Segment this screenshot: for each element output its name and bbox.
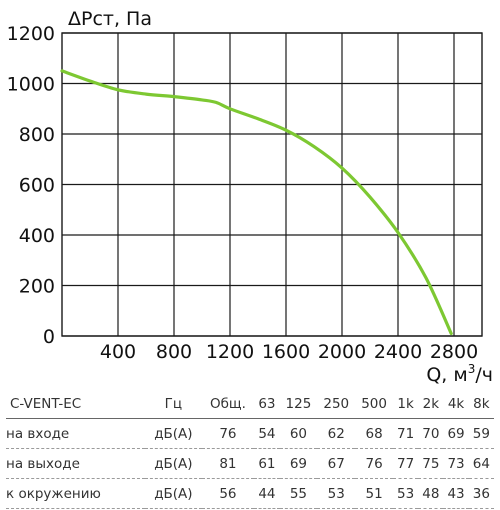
- row-unit: дБ(А): [154, 485, 193, 502]
- cell-4k: 73: [447, 455, 465, 472]
- cell-8k: 64: [472, 455, 490, 472]
- y-tick-label: 1200: [7, 23, 55, 45]
- y-tick-label: 400: [19, 225, 55, 247]
- cell-8k: 36: [472, 485, 490, 502]
- cell-63: 54: [258, 425, 276, 442]
- row-unit: дБ(А): [154, 455, 193, 472]
- cell-500: 68: [365, 425, 383, 442]
- header-band-8k: 8k: [473, 395, 490, 412]
- header-band-2k: 2k: [422, 395, 440, 412]
- cell-total: 56: [219, 485, 237, 502]
- x-tick-label: 400: [100, 341, 136, 363]
- cell-63: 44: [258, 485, 276, 502]
- chart-tick-labels: 400 800 1200 1600 2000 2400 2800 0 200 400 600 800 1…: [7, 23, 479, 363]
- y-tick-label: 1000: [7, 74, 55, 96]
- header-total: Общ.: [209, 395, 246, 412]
- table-row: на входе дБ(А) 76 54 60 62 68 71 70 69 5…: [6, 419, 494, 449]
- cell-1k: 71: [397, 425, 415, 442]
- header-band-250: 250: [323, 395, 350, 412]
- chart-grid: [61, 32, 483, 337]
- y-tick-label: 200: [19, 276, 55, 298]
- header-band-4k: 4k: [447, 395, 465, 412]
- header-band-1k: 1k: [397, 395, 414, 412]
- y-tick-label: 600: [19, 175, 55, 197]
- table-row: к окружению дБ(А) 56 44 55 53 51 53 48 4…: [6, 479, 494, 509]
- row-label: на входе: [6, 425, 70, 442]
- y-axis-title: ΔPст, Па: [68, 8, 152, 30]
- x-tick-label: 2400: [374, 341, 422, 363]
- cell-500: 51: [365, 485, 383, 502]
- header-unit: Гц: [164, 395, 183, 412]
- x-axis-title: Q, м3/ч: [426, 362, 493, 386]
- cell-250: 62: [327, 425, 345, 442]
- x-tick-label: 800: [156, 341, 192, 363]
- cell-4k: 43: [447, 485, 465, 502]
- cell-125: 55: [289, 485, 308, 502]
- header-band-500: 500: [361, 395, 387, 412]
- row-label: на выходе: [6, 455, 80, 472]
- fan-curve-line: [60, 69, 453, 336]
- row-label: к окружению: [6, 485, 101, 502]
- cell-500: 76: [365, 455, 383, 472]
- cell-125: 60: [289, 425, 308, 442]
- cell-2k: 70: [422, 425, 440, 442]
- table-header-row: C-VENT-EC Гц Общ. 63 125 250 500 1k 2k 4…: [6, 389, 494, 419]
- y-tick-label: 0: [43, 326, 55, 348]
- header-model: C-VENT-EC: [10, 395, 82, 412]
- header-band-63: 63: [258, 395, 276, 412]
- cell-4k: 69: [447, 425, 465, 442]
- x-tick-label: 1600: [262, 341, 310, 363]
- row-unit: дБ(А): [154, 425, 193, 442]
- cell-2k: 75: [422, 455, 440, 472]
- x-tick-label: 1200: [206, 341, 254, 363]
- cell-63: 61: [258, 455, 276, 472]
- table-row: на выходе дБ(А) 81 61 69 67 76 77 75 73 …: [6, 449, 494, 479]
- cell-250: 67: [327, 455, 345, 472]
- cell-250: 53: [327, 485, 345, 502]
- header-band-125: 125: [285, 395, 312, 412]
- noise-spec-table: C-VENT-EC Гц Общ. 63 125 250 500 1k 2k 4…: [6, 389, 494, 509]
- cell-total: 76: [219, 425, 237, 442]
- pressure-flow-chart: 400 800 1200 1600 2000 2400 2800 0 200 400 600 800 1…: [7, 8, 493, 386]
- cell-2k: 48: [422, 485, 440, 502]
- x-tick-label: 2000: [318, 341, 366, 363]
- y-tick-label: 800: [19, 124, 55, 146]
- x-tick-label: 2800: [430, 341, 478, 363]
- cell-125: 69: [289, 455, 308, 472]
- cell-8k: 59: [472, 425, 490, 442]
- cell-total: 81: [219, 455, 237, 472]
- cell-1k: 77: [397, 455, 415, 472]
- cell-1k: 53: [397, 485, 415, 502]
